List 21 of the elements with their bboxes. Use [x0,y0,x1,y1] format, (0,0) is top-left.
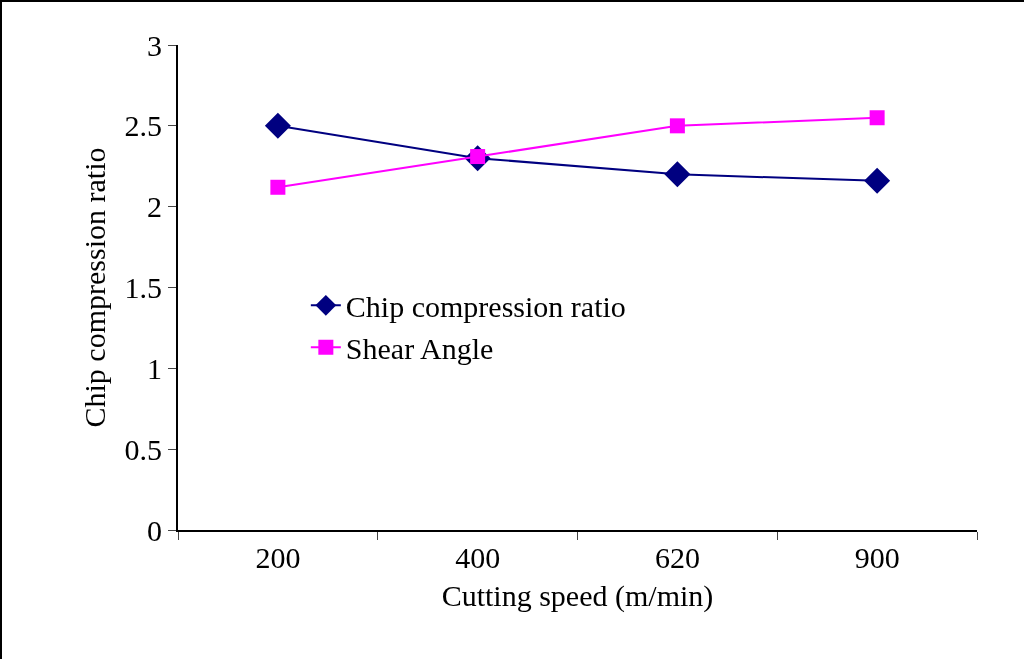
legend-label: Shear Angle [345,332,494,365]
x-tick-label: 400 [455,541,501,574]
point [264,112,291,139]
point [664,161,691,188]
y-axis-title: Chip compression ratio [78,147,111,428]
y-tick-label: 0.5 [124,432,162,466]
y-tick-label: 2 [147,190,162,224]
y-tick-label: 2.5 [124,109,162,143]
point [669,118,685,134]
x-tick-label: 620 [654,541,700,574]
x-axis-title: Cutting speed (m/min) [441,579,714,613]
x-tick-label: 200 [255,541,301,574]
point [869,110,885,126]
x-tick-label: 900 [854,541,900,574]
y-tick-label: 1 [147,351,162,385]
point [864,167,891,194]
y-tick-label: 3 [147,28,162,62]
y-tick-label: 1.5 [124,271,162,304]
legend-label: Chip compression ratio [345,290,626,323]
point [270,179,286,195]
y-tick-label: 0 [147,513,162,547]
